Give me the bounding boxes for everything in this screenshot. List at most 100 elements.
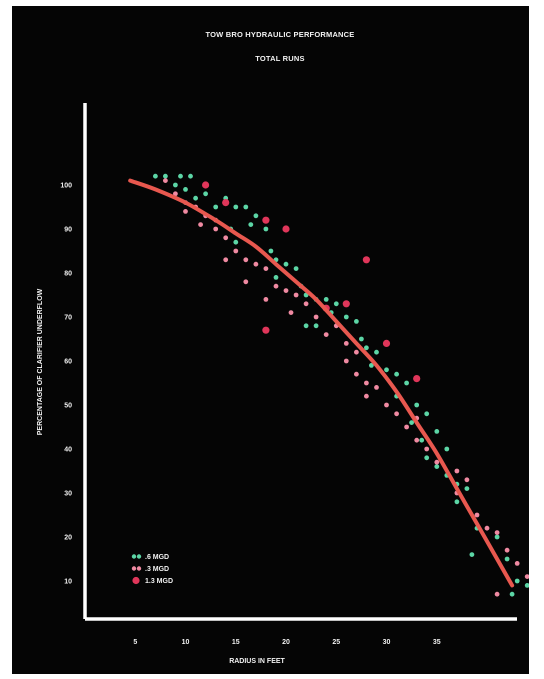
data-point-series-3	[413, 375, 421, 383]
data-point-series-1	[233, 239, 239, 245]
y-tick-label: 40	[64, 447, 72, 454]
data-point-series-1	[263, 226, 269, 232]
data-point-series-3	[222, 199, 230, 207]
x-axis-label: RADIUS IN FEET	[229, 658, 285, 665]
data-point-series-2	[343, 358, 349, 364]
y-tick-label: 20	[64, 535, 72, 542]
data-point-series-1	[414, 402, 420, 408]
data-point-series-1	[434, 464, 440, 469]
data-point-series-2	[313, 314, 319, 320]
x-tick-label: 10	[182, 639, 190, 646]
data-point-series-2	[323, 332, 329, 337]
data-point-series-2	[243, 279, 249, 285]
legend-marker	[131, 554, 137, 559]
data-point-series-1	[394, 371, 399, 377]
legend-marker	[136, 566, 142, 571]
data-point-series-2	[414, 437, 420, 443]
data-point-series-3	[202, 181, 210, 189]
y-tick-label: 30	[64, 491, 72, 498]
data-point-series-3	[262, 326, 270, 334]
data-point-series-2	[303, 301, 309, 307]
data-point-series-2	[464, 477, 470, 483]
data-point-series-2	[394, 411, 399, 417]
data-point-series-1	[419, 437, 425, 443]
chart-title: TOW BRO HYDRAULIC PERFORMANCE	[206, 30, 355, 39]
y-tick-label: 70	[64, 315, 72, 322]
data-point-series-2	[424, 446, 430, 452]
data-point-series-2	[223, 235, 229, 241]
data-point-series-1	[323, 297, 329, 302]
data-point-series-1	[248, 222, 254, 228]
data-point-series-2	[343, 341, 349, 346]
data-point-series-1	[203, 191, 209, 197]
data-point-series-1	[374, 349, 379, 355]
data-point-series-1	[504, 556, 510, 562]
data-point-series-1	[524, 583, 529, 588]
data-point-series-2	[434, 459, 440, 465]
data-point-series-1	[364, 345, 369, 351]
data-point-series-3	[342, 300, 350, 308]
legend-label: .3 MGD	[145, 566, 169, 573]
data-point-series-1	[213, 204, 219, 210]
data-point-series-1	[293, 266, 299, 271]
data-point-series-2	[173, 191, 178, 197]
data-point-series-2	[213, 226, 219, 232]
data-point-series-1	[193, 195, 199, 201]
data-point-series-1	[404, 380, 409, 386]
x-tick-label: 20	[282, 639, 290, 646]
data-point-series-2	[484, 525, 490, 531]
data-point-series-2	[263, 266, 269, 271]
legend-label: 1.3 MGD	[145, 578, 173, 585]
data-point-series-2	[384, 402, 389, 408]
legend-marker	[132, 576, 140, 585]
data-point-series-2	[163, 178, 168, 184]
data-points	[153, 173, 529, 597]
data-point-series-2	[374, 385, 379, 390]
data-point-series-1	[153, 173, 158, 179]
data-point-series-1	[273, 275, 279, 280]
data-point-series-1	[303, 323, 309, 329]
data-point-series-3	[262, 216, 270, 224]
data-point-series-2	[454, 468, 460, 474]
data-point-series-1	[424, 455, 430, 461]
y-tick-label: 50	[64, 403, 72, 410]
chart-frame: TOW BRO HYDRAULIC PERFORMANCE TOTAL RUNS…	[12, 6, 529, 674]
data-point-series-1	[494, 534, 500, 540]
data-point-series-1	[188, 173, 193, 179]
y-tick-label: 90	[64, 227, 72, 234]
y-tick-label: 80	[64, 271, 72, 278]
data-point-series-1	[354, 319, 359, 324]
data-point-series-1	[509, 591, 515, 597]
data-point-series-2	[263, 297, 269, 302]
data-point-series-2	[253, 261, 259, 267]
x-tick-label: 25	[332, 639, 340, 646]
data-point-series-2	[504, 547, 510, 553]
data-point-series-1	[369, 363, 374, 368]
data-point-series-2	[273, 283, 279, 289]
data-point-series-1	[178, 173, 183, 179]
data-point-series-1	[464, 486, 470, 491]
legend-marker	[136, 554, 142, 559]
y-tick-label: 10	[64, 579, 72, 586]
data-point-series-2	[474, 512, 480, 518]
fit-curve	[128, 178, 515, 588]
data-point-series-2	[283, 288, 289, 293]
data-point-series-2	[183, 209, 188, 214]
y-tick-label: 100	[60, 183, 72, 190]
data-point-series-2	[223, 257, 229, 263]
data-point-series-2	[354, 349, 359, 355]
data-point-series-3	[382, 339, 391, 347]
data-point-series-2	[364, 380, 369, 386]
data-point-series-2	[233, 248, 239, 254]
data-point-series-1	[283, 261, 289, 267]
data-point-series-1	[444, 446, 450, 452]
data-point-series-2	[524, 574, 529, 579]
data-point-series-2	[293, 292, 299, 298]
data-point-series-1	[333, 301, 339, 307]
y-axis-label: PERCENTAGE OF CLARIFIER UNDERFLOW	[37, 288, 44, 435]
data-point-series-1	[268, 248, 274, 254]
data-point-series-1	[253, 213, 259, 219]
data-point-series-1	[173, 182, 178, 188]
data-point-series-2	[364, 393, 369, 399]
x-tick-label: 5	[133, 639, 137, 646]
